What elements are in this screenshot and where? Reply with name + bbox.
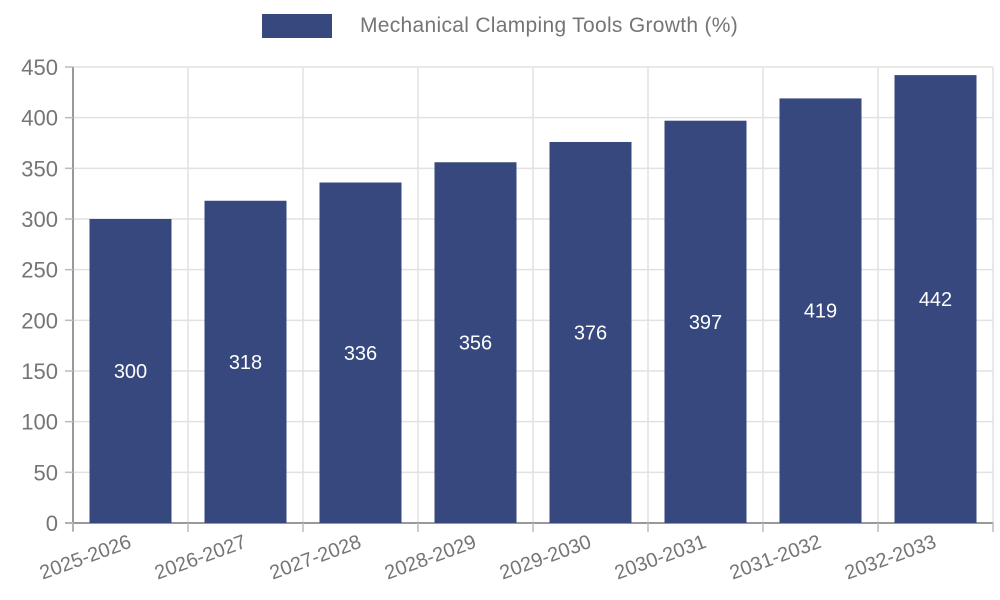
- bar: [89, 219, 172, 523]
- x-axis-label: 2030-2031: [612, 531, 709, 584]
- bar: [434, 162, 517, 523]
- x-axis-label: 2025-2026: [37, 531, 134, 584]
- y-axis-tick-label: 0: [46, 511, 58, 536]
- x-axis-label: 2028-2029: [382, 531, 479, 584]
- x-axis-label: 2027-2028: [267, 531, 364, 584]
- y-axis-tick-label: 200: [21, 308, 58, 333]
- y-axis-tick-label: 400: [21, 106, 58, 131]
- y-axis-tick-label: 300: [21, 207, 58, 232]
- y-axis-tick-label: 50: [34, 460, 58, 485]
- y-axis-tick-label: 450: [21, 55, 58, 80]
- bar-value-label: 376: [574, 322, 607, 344]
- chart-legend[interactable]: Mechanical Clamping Tools Growth (%): [0, 14, 1000, 38]
- bar-value-label: 419: [804, 301, 837, 323]
- bar: [549, 141, 632, 523]
- bar: [894, 75, 977, 524]
- bar: [204, 200, 287, 523]
- bar-value-label: 397: [689, 312, 722, 334]
- x-axis-label: 2029-2030: [497, 531, 594, 584]
- bar-value-label: 318: [229, 352, 262, 374]
- bar-value-label: 356: [459, 333, 492, 355]
- bar: [779, 98, 862, 523]
- bar: [664, 120, 747, 523]
- legend-label: Mechanical Clamping Tools Growth (%): [359, 14, 739, 37]
- bar-value-label: 442: [919, 289, 952, 311]
- bar: [319, 182, 402, 523]
- y-axis-tick-label: 250: [21, 258, 58, 283]
- legend-swatch: [261, 14, 332, 38]
- x-axis-label: 2031-2032: [727, 531, 824, 584]
- y-axis-tick-label: 350: [21, 156, 58, 181]
- y-axis-tick-label: 150: [21, 359, 58, 384]
- x-axis-label: 2026-2027: [152, 531, 249, 584]
- bar-value-label: 336: [344, 343, 377, 365]
- y-axis-tick-label: 100: [21, 410, 58, 435]
- x-axis-label: 2032-2033: [842, 531, 939, 584]
- bar-value-label: 300: [114, 361, 147, 383]
